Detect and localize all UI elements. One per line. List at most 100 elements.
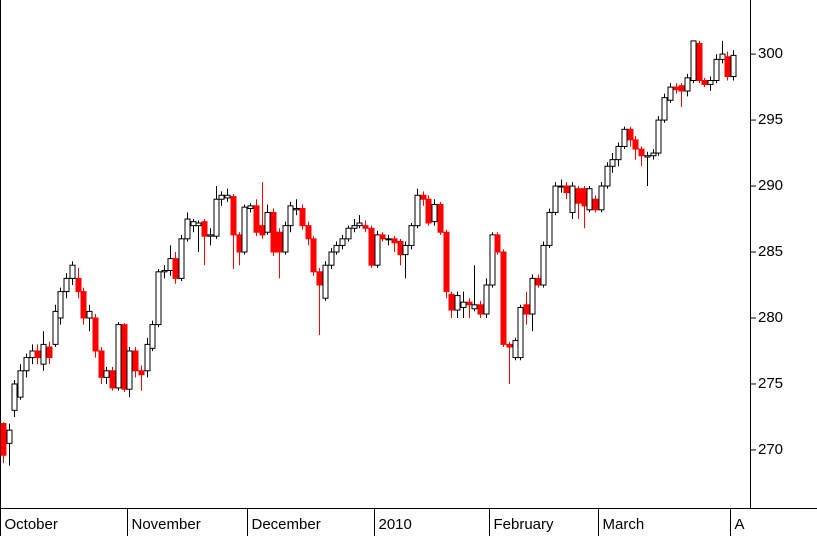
candle-body bbox=[604, 165, 611, 187]
candle-body bbox=[437, 204, 444, 233]
candle-body bbox=[609, 159, 616, 167]
y-tick-label: 300 bbox=[758, 45, 783, 62]
candle-body bbox=[103, 370, 110, 378]
candle-body bbox=[443, 231, 450, 293]
candle-body bbox=[276, 231, 283, 253]
candle-body bbox=[259, 225, 266, 236]
x-tick-label: October bbox=[5, 516, 58, 533]
candle-body bbox=[546, 211, 553, 246]
candle-body bbox=[305, 225, 312, 240]
candle-body bbox=[701, 79, 708, 85]
y-tick-label: 270 bbox=[758, 441, 783, 458]
candle-body bbox=[155, 271, 162, 326]
candle-body bbox=[638, 148, 645, 157]
candle-body bbox=[391, 238, 398, 244]
candle-body bbox=[115, 324, 122, 389]
candle-body bbox=[431, 204, 438, 223]
candle-body bbox=[724, 56, 731, 78]
candle-body bbox=[29, 350, 36, 359]
candle-body bbox=[632, 139, 639, 150]
candle-body bbox=[0, 423, 7, 456]
candle-body bbox=[650, 152, 657, 157]
candle-body bbox=[195, 222, 202, 227]
candle-body bbox=[506, 343, 513, 348]
candle-body bbox=[581, 188, 588, 207]
x-tick-label: December bbox=[252, 516, 321, 533]
candle-body bbox=[17, 370, 24, 398]
candle-body bbox=[368, 227, 375, 266]
candle-body bbox=[201, 221, 208, 237]
candle-body bbox=[592, 198, 599, 211]
candle-body bbox=[402, 244, 409, 256]
candle-body bbox=[655, 119, 662, 154]
candle-body bbox=[167, 258, 174, 271]
candle-body bbox=[218, 194, 225, 200]
x-tick-label: March bbox=[603, 516, 645, 533]
candle-body bbox=[460, 301, 467, 308]
candle-body bbox=[730, 54, 737, 78]
candle-body bbox=[477, 304, 484, 315]
candle-body bbox=[63, 277, 70, 293]
candle-body bbox=[253, 205, 260, 233]
candle-body bbox=[500, 251, 507, 345]
candle-body bbox=[673, 86, 680, 91]
candle-body bbox=[690, 40, 697, 81]
x-tick-label: February bbox=[494, 516, 555, 533]
candle-body bbox=[644, 155, 651, 158]
candle-body bbox=[207, 234, 214, 237]
candle-body bbox=[144, 343, 151, 372]
candle-body bbox=[80, 291, 87, 319]
candle-body bbox=[523, 304, 530, 315]
candle-body bbox=[494, 234, 501, 253]
candle-body bbox=[379, 234, 386, 240]
candle-body bbox=[172, 258, 179, 279]
candle-body bbox=[558, 185, 565, 188]
candle-body bbox=[362, 225, 369, 229]
candle-body bbox=[190, 221, 197, 227]
candle-body bbox=[224, 194, 231, 199]
candle-body bbox=[621, 128, 628, 147]
candle-body bbox=[11, 383, 18, 411]
candle-body bbox=[6, 429, 13, 444]
candle-body bbox=[52, 310, 59, 345]
candle-body bbox=[563, 185, 570, 194]
candle-body bbox=[40, 343, 47, 365]
candle-body bbox=[264, 211, 271, 233]
candle-body bbox=[529, 277, 536, 315]
candle-body bbox=[57, 291, 64, 319]
candle-body bbox=[230, 196, 237, 236]
candle-body bbox=[69, 264, 76, 279]
candle-body bbox=[517, 306, 524, 359]
candle-body bbox=[425, 198, 432, 224]
candle-body bbox=[287, 205, 294, 227]
candle-body bbox=[713, 58, 720, 81]
candle-body bbox=[420, 194, 427, 200]
x-tick-label: 2010 bbox=[379, 516, 412, 533]
candle-body bbox=[397, 240, 404, 256]
candle-body bbox=[247, 205, 254, 209]
candle-body bbox=[293, 207, 300, 211]
candle-body bbox=[448, 293, 455, 311]
candle-body bbox=[627, 128, 634, 141]
candle-body bbox=[46, 346, 53, 359]
candle-body bbox=[241, 206, 248, 253]
candle-body bbox=[667, 86, 674, 101]
y-tick-label: 285 bbox=[758, 243, 783, 260]
candle-body bbox=[678, 85, 685, 92]
y-tick-label: 275 bbox=[758, 375, 783, 392]
candle-body bbox=[661, 97, 668, 121]
candle-body bbox=[92, 317, 99, 352]
candle-body bbox=[184, 218, 191, 240]
candle-body bbox=[149, 324, 156, 349]
x-tick-label: A bbox=[735, 516, 745, 533]
candle-body bbox=[535, 277, 542, 286]
y-tick-label: 280 bbox=[758, 309, 783, 326]
candle-body bbox=[282, 225, 289, 253]
candle-body bbox=[719, 53, 726, 60]
candle-body bbox=[466, 301, 473, 306]
y-tick-label: 295 bbox=[758, 111, 783, 128]
candle-body bbox=[138, 370, 145, 376]
candle-body bbox=[121, 324, 128, 390]
candle-body bbox=[575, 188, 582, 204]
candle-body bbox=[34, 350, 41, 359]
